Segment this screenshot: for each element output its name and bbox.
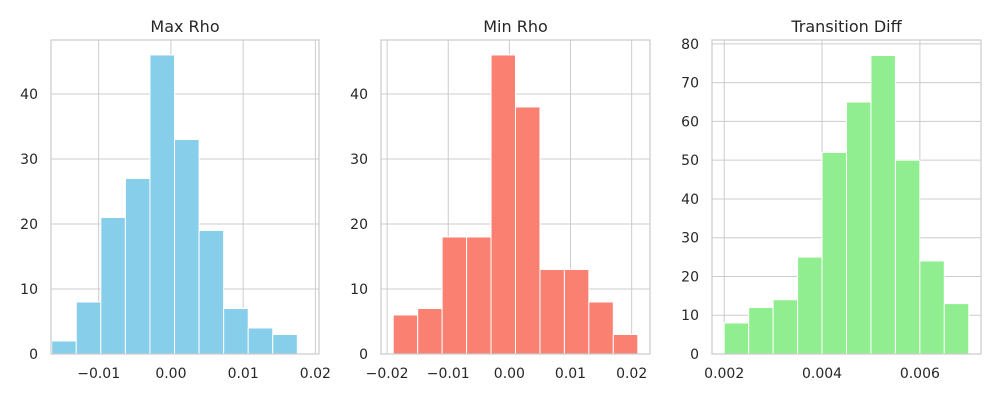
histogram-bar xyxy=(272,333,298,355)
histogram-bar xyxy=(612,333,639,355)
y-tick-label: 30 xyxy=(20,152,38,168)
subplot-title: Min Rho xyxy=(483,17,548,36)
histogram-bar xyxy=(563,268,590,355)
y-tick-label: 10 xyxy=(350,282,368,298)
x-tick-label: 0.02 xyxy=(616,366,647,382)
subplot-title: Max Rho xyxy=(150,17,219,36)
y-tick-label: 10 xyxy=(681,308,699,324)
x-tick-label: −0.01 xyxy=(77,366,120,382)
histogram-bar xyxy=(392,314,419,355)
histogram-bar xyxy=(198,229,225,355)
x-tick-label: 0.01 xyxy=(555,366,586,382)
y-tick-label: 20 xyxy=(681,269,699,285)
y-tick-label: 0 xyxy=(690,347,699,363)
histogram-bar xyxy=(490,54,516,355)
histogram-bar xyxy=(919,260,945,355)
y-tick-label: 30 xyxy=(681,231,699,247)
histogram-bar xyxy=(247,327,274,355)
subplot-3: 0 10 20 30 40 50 60 70 80 0.002 0.004 0.006 Transiti… xyxy=(681,17,982,382)
axes-frame xyxy=(380,39,651,355)
x-tick-label: 0.00 xyxy=(494,366,525,382)
histogram-bar xyxy=(100,216,126,355)
histogram-bar xyxy=(748,306,774,355)
x-tick-label: 0.002 xyxy=(704,366,744,382)
histogram-bar xyxy=(124,177,151,355)
histogram-bar xyxy=(846,101,872,355)
y-tick-label: 20 xyxy=(20,217,38,233)
histogram-bar xyxy=(723,322,750,355)
y-tick-label: 10 xyxy=(20,282,38,298)
histogram-bar xyxy=(75,301,102,355)
y-tick-label: 0 xyxy=(29,347,38,363)
y-tick-label: 70 xyxy=(681,76,699,92)
y-tick-label: 40 xyxy=(350,87,368,103)
y-tick-label: 50 xyxy=(681,153,699,169)
y-tick-label: 80 xyxy=(681,37,699,53)
x-tick-label: 0.006 xyxy=(900,366,940,382)
axes-frame xyxy=(50,39,320,355)
y-tick-label: 20 xyxy=(350,217,368,233)
subplot-1: 0 10 20 30 40 −0.01 0.00 0.01 0.02 Max Rho xyxy=(20,17,331,382)
histogram-bar xyxy=(870,55,896,355)
histogram-bar xyxy=(223,307,249,355)
histogram-bar xyxy=(894,159,921,355)
histogram-bar xyxy=(797,256,823,355)
histogram-bar xyxy=(466,236,492,355)
histogram-bar xyxy=(174,138,200,355)
y-tick-label: 40 xyxy=(20,87,38,103)
x-tick-label: −0.01 xyxy=(427,366,470,382)
histogram-bar xyxy=(821,151,848,355)
subplot-2: 0 10 20 30 40 −0.02 −0.01 0.00 0.01 0.02 Min Rho xyxy=(350,17,651,382)
histogram-bar xyxy=(515,106,541,355)
x-tick-label: 0.00 xyxy=(155,366,186,382)
histogram-bar xyxy=(417,307,443,355)
y-tick-label: 30 xyxy=(350,152,368,168)
histogram-bar xyxy=(772,299,799,355)
histogram-bar xyxy=(943,303,970,355)
histogram-bar xyxy=(149,54,176,355)
axes-frame xyxy=(711,39,982,355)
histogram-bar xyxy=(539,268,565,355)
y-tick-label: 40 xyxy=(681,192,699,208)
histogram-bar xyxy=(588,301,614,355)
x-tick-label: 0.01 xyxy=(228,366,259,382)
y-tick-label: 60 xyxy=(681,114,699,130)
y-tick-label: 0 xyxy=(359,347,368,363)
subplot-title: Transition Diff xyxy=(790,17,902,36)
histogram-bar xyxy=(51,340,77,355)
x-tick-label: 0.004 xyxy=(802,366,842,382)
x-tick-label: 0.02 xyxy=(300,366,331,382)
histogram-bar xyxy=(441,236,468,355)
x-tick-label: −0.02 xyxy=(366,366,409,382)
